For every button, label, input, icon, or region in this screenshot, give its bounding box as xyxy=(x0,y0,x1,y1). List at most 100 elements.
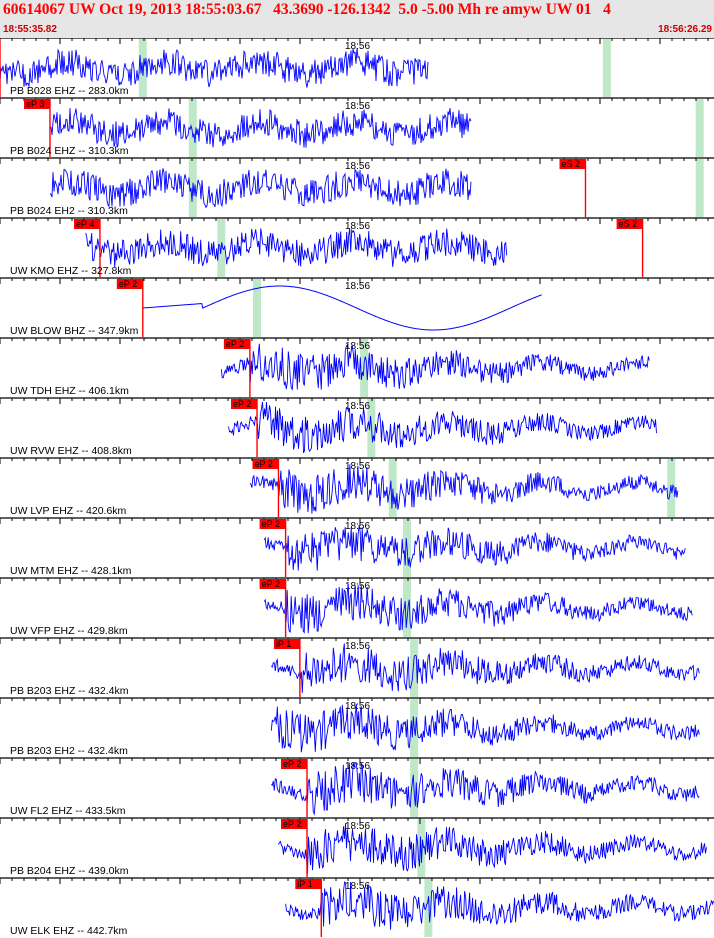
waveform xyxy=(49,108,472,148)
pick-flag[interactable] xyxy=(223,339,250,349)
pick-flag[interactable] xyxy=(295,879,322,889)
pick-flag[interactable] xyxy=(74,219,100,229)
waveform xyxy=(0,48,429,88)
phase-marker xyxy=(388,459,397,517)
pick-label: eP 2 xyxy=(262,519,280,529)
trace-row[interactable]: 18:56 eS 2 PB B024 EH2 -- 310.3km xyxy=(0,157,714,217)
phase-marker xyxy=(695,99,704,157)
phase-marker xyxy=(403,579,411,637)
trace-row[interactable]: 18:56 eP 3 PB B024 EHZ -- 310.3km xyxy=(0,97,714,157)
trace-row[interactable]: 18:56 eP 2 UW BLOW BHZ -- 347.9km xyxy=(0,277,714,337)
channel-label: UW FL2 EHZ -- 433.5km xyxy=(10,805,126,817)
waveform xyxy=(263,525,686,571)
channel-label: UW VFP EHZ -- 429.8km xyxy=(10,625,128,637)
trace-row[interactable]: 18:56 iP 1 PB B203 EHZ -- 432.4km xyxy=(0,637,714,697)
pick-label: eP 2 xyxy=(255,459,273,469)
pick-label: eP 2 xyxy=(233,399,251,409)
waveform xyxy=(270,643,700,693)
pick-label: iP 1 xyxy=(297,879,312,889)
waveform xyxy=(220,343,650,391)
pick-flag[interactable] xyxy=(231,399,257,409)
pick-label: eP 4 xyxy=(76,219,94,229)
channel-label: UW MTM EHZ -- 428.1km xyxy=(10,565,132,577)
waveform xyxy=(270,762,700,816)
pick-label: eP 2 xyxy=(119,279,137,289)
channel-label: UW ELK EHZ -- 442.7km xyxy=(10,925,128,937)
trace-row[interactable]: 18:56 eP 2 UW TDH EHZ -- 406.1km xyxy=(0,337,714,397)
pick-flag[interactable] xyxy=(24,99,50,109)
channel-label: PB B028 EHZ -- 283.0km xyxy=(10,85,129,97)
waveform xyxy=(263,583,693,634)
phase-marker xyxy=(253,279,261,337)
time-label: 18:56 xyxy=(345,761,370,772)
channel-label: UW BLOW BHZ -- 347.9km xyxy=(10,325,139,337)
time-label: 18:56 xyxy=(345,881,370,892)
pick-flag[interactable] xyxy=(281,819,307,829)
trace-row[interactable]: 18:56 eP 4 eS 2 UW KMO EHZ -- 327.8km xyxy=(0,217,714,277)
channel-label: UW TDH EHZ -- 406.1km xyxy=(10,385,129,397)
channel-label: UW KMO EHZ -- 327.8km xyxy=(10,265,132,277)
time-label: 18:56 xyxy=(345,41,370,52)
trace-row[interactable]: 18:56 eP 2 PB B204 EHZ -- 439.0km xyxy=(0,817,714,877)
pick-label: eS 2 xyxy=(562,159,581,169)
pick-flag[interactable] xyxy=(273,639,300,649)
time-label: 18:56 xyxy=(345,521,370,532)
time-label: 18:56 xyxy=(345,821,370,832)
phase-marker xyxy=(188,99,197,157)
pick-flag[interactable] xyxy=(252,459,279,469)
event-title: 60614067 UW Oct 19, 2013 18:55:03.67 43.… xyxy=(3,1,611,18)
time-label: 18:56 xyxy=(345,161,370,172)
waveform xyxy=(142,285,542,331)
channel-label: PB B203 EHZ -- 432.4km xyxy=(10,685,129,697)
trace-row[interactable]: 18:56 PB B203 EH2 -- 432.4km xyxy=(0,697,714,757)
pick-flag[interactable] xyxy=(559,159,586,169)
end-time: 18:56:26.29 xyxy=(658,24,712,35)
waveform xyxy=(270,703,700,753)
time-label: 18:56 xyxy=(345,281,370,292)
pick-flag[interactable] xyxy=(281,759,307,769)
waveform xyxy=(49,168,472,209)
waveform xyxy=(228,401,657,454)
channel-label: UW LVP EHZ -- 420.6km xyxy=(10,505,127,517)
trace-row[interactable]: 18:56 eP 2 UW MTM EHZ -- 428.1km xyxy=(0,517,714,577)
pick-flag[interactable] xyxy=(259,579,286,589)
pick-flag[interactable] xyxy=(259,519,286,529)
pick-label: iP 1 xyxy=(276,639,291,649)
header-bar: 60614067 UW Oct 19, 2013 18:55:03.67 43.… xyxy=(0,0,714,38)
time-label: 18:56 xyxy=(345,701,370,712)
channel-label: UW RVW EHZ -- 408.8km xyxy=(10,445,132,457)
start-time: 18:55:35.82 xyxy=(3,24,57,35)
waveform xyxy=(249,464,679,514)
pick-label: eP 3 xyxy=(26,99,44,109)
phase-marker xyxy=(410,639,419,697)
channel-label: PB B203 EH2 -- 432.4km xyxy=(10,745,128,757)
pick-label: eP 2 xyxy=(262,579,280,589)
pick-label: eP 2 xyxy=(283,819,301,829)
waveform xyxy=(85,228,508,268)
pick-flag[interactable] xyxy=(116,279,143,289)
time-label: 18:56 xyxy=(345,401,370,412)
phase-marker xyxy=(602,39,611,97)
channel-label: PB B204 EHZ -- 439.0km xyxy=(10,865,129,877)
trace-row[interactable]: 18:56 iP 1 UW ELK EHZ -- 442.7km xyxy=(0,877,714,937)
pick-label: eP 2 xyxy=(283,759,301,769)
pick-label: eS 2 xyxy=(619,219,638,229)
time-label: 18:56 xyxy=(345,221,370,232)
channel-label: PB B024 EHZ -- 310.3km xyxy=(10,145,129,157)
time-label: 18:56 xyxy=(345,341,370,352)
trace-row[interactable]: 18:56 eP 2 UW RVW EHZ -- 408.8km xyxy=(0,397,714,457)
trace-row[interactable]: 18:56 eP 2 UW FL2 EHZ -- 433.5km xyxy=(0,757,714,817)
time-label: 18:56 xyxy=(345,101,370,112)
waveform xyxy=(285,881,714,930)
phase-marker xyxy=(424,879,433,937)
channel-label: PB B024 EH2 -- 310.3km xyxy=(10,205,128,217)
pick-label: eP 2 xyxy=(226,339,244,349)
pick-flag[interactable] xyxy=(616,219,643,229)
waveform xyxy=(278,823,707,874)
time-label: 18:56 xyxy=(345,641,370,652)
phase-marker xyxy=(695,159,704,217)
